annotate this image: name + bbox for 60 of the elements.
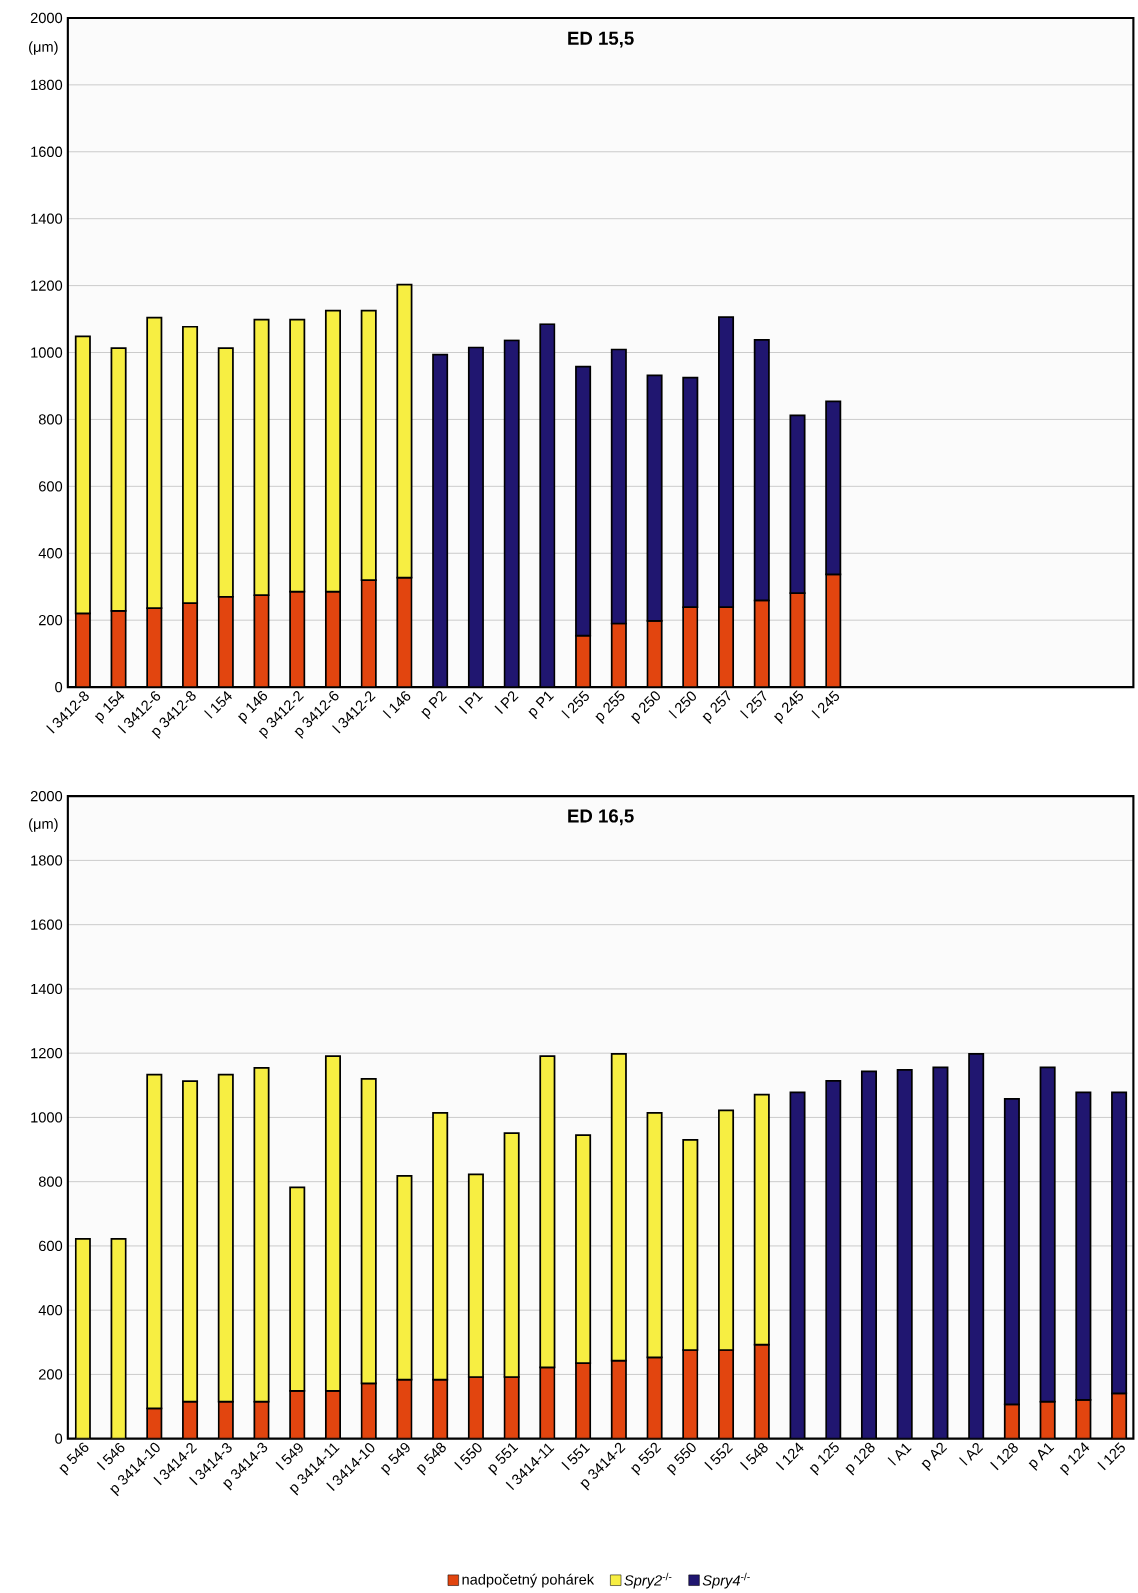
y-tick-label: 1200 <box>31 280 62 291</box>
x-tick-label: l A1 <box>887 1443 912 1466</box>
x-tick-label: l 128 <box>989 1442 1018 1471</box>
x-tick-label: p 257 <box>702 689 731 724</box>
x-tick-label: l A2 <box>958 1442 983 1466</box>
y-tick-label: 1400 <box>31 983 62 995</box>
y-tick-label: 2000 <box>30 791 62 802</box>
x-tick-label: p P2 <box>421 691 447 720</box>
y-tick-label: 400 <box>38 548 62 559</box>
y-tick-label: 0 <box>54 1433 62 1444</box>
x-tick-label: p 549 <box>380 1442 410 1476</box>
x-tick-label: p 552 <box>630 1442 662 1476</box>
text: ED 15,5 <box>568 31 634 48</box>
x-tick-label: l 125 <box>1097 1442 1125 1471</box>
x-tick-label: l 550 <box>454 1443 482 1471</box>
y-tick-label: 1600 <box>31 919 62 930</box>
x-tick-label: p 548 <box>416 1442 446 1476</box>
x-tick-label: p A1 <box>1028 1443 1055 1471</box>
x-tick-label: p P1 <box>528 691 554 720</box>
text: ED 16,5 <box>568 809 634 826</box>
x-tick-label: l 548 <box>739 1442 768 1471</box>
y-axis-title: (μm) <box>28 41 58 55</box>
legend-label: Spry2$^{-/-}$ <box>624 1572 672 1589</box>
y-axis-title: (μm) <box>28 818 58 832</box>
x-tick-label: p 124 <box>1059 1442 1090 1476</box>
y-tick-label: 1800 <box>31 855 62 866</box>
legend-label: Spry4$^{-/-}$ <box>702 1572 750 1589</box>
y-tick-label: 1600 <box>31 146 62 157</box>
x-tick-label: l 255 <box>561 690 589 719</box>
x-tick-label: p 154 <box>94 690 125 724</box>
y-tick-label: 1400 <box>31 213 62 224</box>
y-tick-label: 1000 <box>31 1112 62 1123</box>
x-tick-label: l P1 <box>458 691 483 714</box>
x-tick-label: p A2 <box>921 1442 947 1471</box>
x-tick-label: p 125 <box>809 1441 839 1476</box>
x-tick-label: p 550 <box>666 1442 696 1476</box>
x-tick-label: l 551 <box>561 1443 590 1471</box>
y-tick-label: 800 <box>38 414 62 425</box>
x-tick-label: l P2 <box>494 691 519 714</box>
x-tick-label: l 124 <box>775 1442 804 1471</box>
y-tick-label: 2000 <box>30 12 62 24</box>
y-tick-label: 800 <box>38 1176 62 1187</box>
x-tick-label: l 146 <box>382 691 411 719</box>
x-tick-label: l 245 <box>811 690 839 719</box>
y-tick-label: 1000 <box>31 347 62 358</box>
x-tick-label: p 146 <box>237 691 267 724</box>
x-tick-label: l 250 <box>668 691 696 719</box>
x-tick-label: l 154 <box>203 691 232 719</box>
y-tick-label: 400 <box>38 1305 62 1316</box>
x-tick-label: p 128 <box>845 1442 875 1476</box>
y-tick-label: 600 <box>38 481 62 492</box>
x-tick-label: l 552 <box>704 1442 733 1471</box>
y-tick-label: 600 <box>38 1240 62 1252</box>
legend-label: nadpočetný pohárek <box>462 1573 594 1588</box>
x-tick-label: p 250 <box>630 691 660 724</box>
y-tick-label: 200 <box>38 615 62 626</box>
y-tick-label: 1200 <box>31 1048 62 1059</box>
y-tick-label: 200 <box>38 1369 62 1380</box>
y-tick-label: 1800 <box>31 79 62 91</box>
y-tick-label: 0 <box>54 681 62 693</box>
